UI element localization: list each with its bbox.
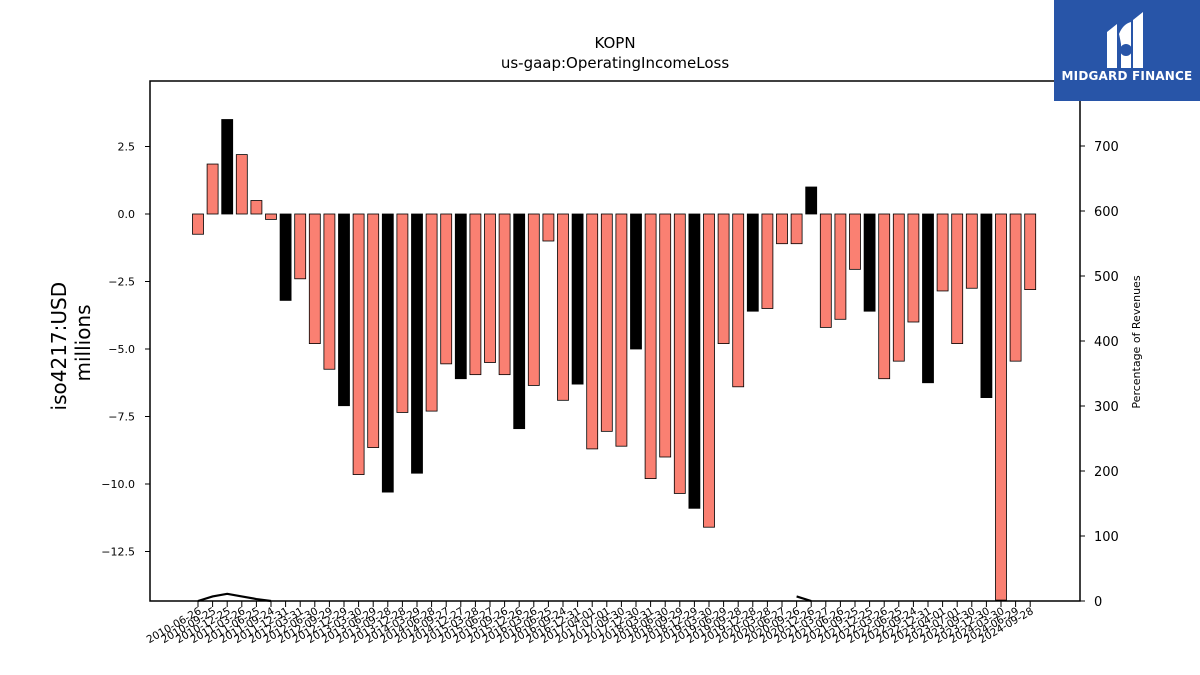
bar-quarter: [703, 213, 715, 528]
bar-quarter: [192, 213, 204, 235]
bar-quarter: [819, 213, 832, 328]
bar-quarter: [425, 213, 438, 412]
bar-quarter: [951, 213, 964, 345]
bar-quarter: [265, 213, 277, 220]
bar-quarter: [776, 213, 788, 245]
bar-year-end: [746, 213, 759, 312]
bar-quarter: [206, 163, 219, 215]
chart-title: KOPN: [594, 34, 635, 52]
bar-quarter: [1024, 213, 1037, 290]
y-axis-label-line-1: iso4217:USD: [47, 282, 71, 411]
bar-quarter: [527, 213, 540, 386]
bar-year-end: [571, 213, 584, 385]
bar-quarter: [965, 213, 978, 289]
brand-name: MIDGARD FINANCE: [1061, 69, 1193, 83]
bar-quarter: [849, 213, 861, 270]
bar-quarter: [557, 213, 569, 401]
bar-quarter: [907, 213, 920, 323]
bar-quarter: [484, 213, 496, 363]
bar-quarter: [659, 213, 672, 458]
bar-quarter: [615, 213, 628, 447]
bar-quarter: [1009, 213, 1022, 362]
y2-tick-label: 100: [1094, 530, 1119, 545]
bar-quarter: [600, 213, 613, 432]
bar-quarter: [440, 213, 453, 365]
y2-tick-label: 300: [1094, 400, 1119, 415]
bar-year-end: [411, 213, 423, 474]
y-tick-label: −7.5: [108, 411, 135, 424]
y2-tick-label: 500: [1094, 270, 1119, 285]
bar-quarter: [732, 213, 745, 388]
y2-tick-label: 700: [1094, 140, 1119, 155]
bar-quarter: [673, 213, 686, 494]
bar-year-end: [338, 213, 350, 407]
bar-quarter: [294, 213, 307, 280]
y-tick-label: −2.5: [108, 276, 135, 289]
bar-year-end: [279, 213, 292, 301]
bar-quarter: [761, 213, 774, 309]
percentage-line-group: [197, 592, 812, 603]
bar-year-end: [980, 213, 993, 399]
y-tick-label: 2.5: [118, 141, 136, 154]
bar-quarter: [498, 213, 511, 376]
y2-tick-label: 200: [1094, 465, 1119, 480]
y2-tick-label: 400: [1094, 335, 1119, 350]
bar-quarter: [323, 213, 336, 370]
y2-tick-label: 0: [1094, 595, 1102, 610]
bar-year-end: [630, 213, 642, 350]
y-axis-label: iso4217:USD millions: [47, 276, 95, 411]
bar-quarter: [250, 200, 263, 215]
y-axis: 2.5 0.0 −2.5 −5.0 −7.5 −10.0 −12.5: [101, 141, 150, 559]
bar-year-end: [454, 213, 467, 380]
y-tick-label: 0.0: [118, 208, 136, 221]
bar-quarter: [878, 213, 891, 380]
bar-quarter: [790, 213, 803, 245]
bar-year-end: [863, 213, 876, 312]
bar-year-end: [805, 186, 818, 215]
brand-logo: MIDGARD FINANCE: [1054, 0, 1200, 101]
bar-quarter: [542, 213, 555, 242]
bar-quarter: [586, 213, 599, 450]
y-tick-label: −12.5: [101, 546, 135, 559]
y-axis-label-line-2: millions: [71, 304, 95, 381]
chart-subtitle: us-gaap:OperatingIncomeLoss: [501, 54, 729, 72]
x-axis: 2010-06-262010-09-252010-12-252011-03-26…: [145, 601, 1036, 646]
midgard-logo-icon: [1107, 12, 1143, 68]
percentage-line-2: [796, 595, 812, 603]
y2-axis-label: Percentage of Revenues: [1130, 275, 1143, 408]
y2-tick-label: 600: [1094, 205, 1119, 220]
bar-quarter: [308, 213, 321, 345]
bar-quarter: [834, 213, 847, 320]
bar-year-end: [221, 119, 234, 215]
bar-quarter: [892, 213, 905, 362]
bar-quarter: [995, 213, 1007, 601]
y-tick-label: −10.0: [101, 478, 135, 491]
bar-quarter: [367, 213, 380, 448]
y2-axis: 0 100 200 300 400 500 600 700: [1080, 140, 1119, 610]
percentage-line-1: [197, 592, 272, 603]
y-tick-label: −5.0: [108, 343, 135, 356]
bar-quarter: [469, 213, 482, 376]
bar-year-end: [922, 213, 934, 384]
plot-frame: [149, 80, 1081, 602]
bar-quarter: [235, 154, 248, 215]
bar-quarter: [936, 213, 949, 292]
bar-year-end: [688, 213, 701, 509]
bar-quarter: [396, 213, 409, 413]
bar-quarter: [644, 213, 657, 480]
bars-group: [192, 119, 1037, 601]
bar-quarter: [352, 213, 365, 475]
bar-year-end: [513, 213, 526, 430]
bar-year-end: [381, 213, 394, 493]
bar-quarter: [717, 213, 730, 345]
